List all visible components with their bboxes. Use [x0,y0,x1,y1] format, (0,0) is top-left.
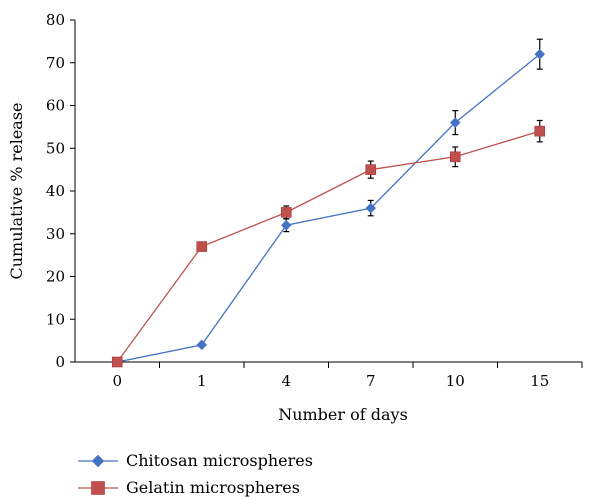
data-point-diamond [449,117,461,128]
y-tick-label: 30 [46,225,65,243]
x-tick-label: 10 [446,372,465,390]
data-point-diamond [280,219,292,231]
data-point-diamond [196,339,208,351]
data-point-square [449,151,461,163]
legend-label: Chitosan microspheres [126,451,313,470]
y-tick-label: 80 [46,11,65,29]
x-tick-label: 1 [197,372,207,390]
data-point-diamond [365,202,377,214]
y-tick-label: 70 [46,54,65,72]
x-ticks: 0 1 4 7 10 15 [112,362,583,390]
y-ticks: 0 10 20 30 40 50 60 70 80 [46,11,75,371]
legend-label: Gelatin microspheres [126,478,300,497]
legend-marker-square [91,481,105,495]
y-tick-label: 40 [46,182,65,200]
data-point-square [534,125,546,137]
data-point-square [196,241,208,252]
x-tick-label: 7 [366,372,376,390]
series-chitosan [111,38,546,368]
data-point-square [111,356,123,368]
data-point-square [280,207,292,218]
y-tick-label: 10 [46,310,65,328]
y-tick-label: 50 [46,139,65,157]
data-point-square [365,164,377,175]
y-axis-title: Cumulative % release [7,102,26,279]
series-line [116,130,540,363]
y-tick-label: 0 [55,353,65,371]
series-gelatin [111,119,546,368]
x-tick-label: 0 [112,372,122,390]
x-tick-label: 4 [281,372,291,390]
x-axis-title: Number of days [278,405,408,424]
x-tick-label: 15 [530,372,549,390]
legend: Chitosan microspheres Gelatin microsphere… [78,451,313,497]
legend-marker-diamond [91,454,105,468]
data-point-diamond [534,48,546,60]
series-line [117,53,541,363]
y-tick-label: 20 [46,268,65,286]
y-tick-label: 60 [46,97,65,115]
series-layer [111,38,546,368]
